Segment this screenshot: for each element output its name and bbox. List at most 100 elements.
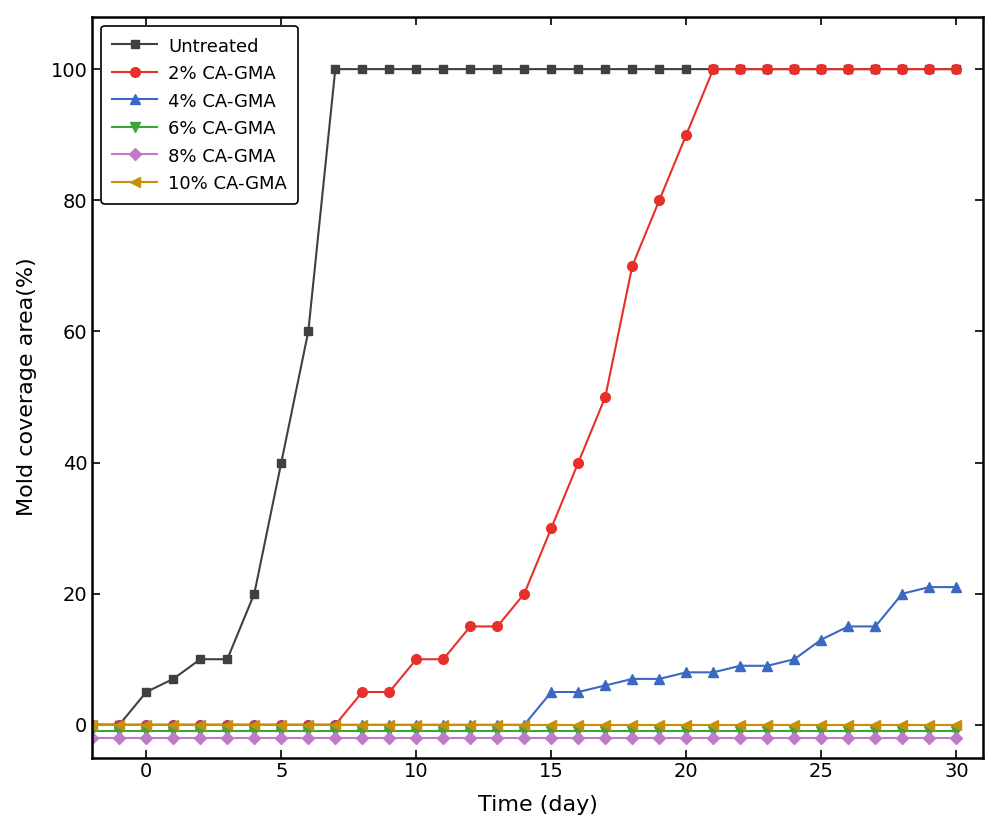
Untreated <box>113 720 125 730</box>
6% CA-GMA <box>302 726 314 736</box>
2% CA-GMA <box>140 720 152 730</box>
8% CA-GMA <box>275 733 287 743</box>
8% CA-GMA <box>842 733 854 743</box>
4% CA-GMA <box>464 720 476 730</box>
Untreated <box>545 64 557 74</box>
4% CA-GMA <box>140 720 152 730</box>
10% CA-GMA <box>842 720 854 730</box>
4% CA-GMA <box>383 720 395 730</box>
Untreated <box>518 64 530 74</box>
10% CA-GMA <box>599 720 611 730</box>
10% CA-GMA <box>113 720 125 730</box>
4% CA-GMA <box>545 687 557 697</box>
6% CA-GMA <box>788 726 800 736</box>
4% CA-GMA <box>572 687 584 697</box>
Untreated <box>734 64 746 74</box>
8% CA-GMA <box>707 733 719 743</box>
Line: 10% CA-GMA: 10% CA-GMA <box>87 720 961 730</box>
Untreated <box>869 64 881 74</box>
6% CA-GMA <box>86 726 98 736</box>
4% CA-GMA <box>410 720 422 730</box>
8% CA-GMA <box>248 733 260 743</box>
6% CA-GMA <box>950 726 962 736</box>
10% CA-GMA <box>356 720 368 730</box>
8% CA-GMA <box>761 733 773 743</box>
6% CA-GMA <box>167 726 179 736</box>
10% CA-GMA <box>437 720 449 730</box>
6% CA-GMA <box>923 726 935 736</box>
2% CA-GMA <box>113 720 125 730</box>
2% CA-GMA <box>329 720 341 730</box>
10% CA-GMA <box>383 720 395 730</box>
4% CA-GMA <box>86 720 98 730</box>
8% CA-GMA <box>329 733 341 743</box>
6% CA-GMA <box>734 726 746 736</box>
Untreated <box>626 64 638 74</box>
10% CA-GMA <box>923 720 935 730</box>
10% CA-GMA <box>869 720 881 730</box>
8% CA-GMA <box>599 733 611 743</box>
8% CA-GMA <box>626 733 638 743</box>
10% CA-GMA <box>275 720 287 730</box>
6% CA-GMA <box>491 726 503 736</box>
4% CA-GMA <box>113 720 125 730</box>
6% CA-GMA <box>815 726 827 736</box>
2% CA-GMA <box>275 720 287 730</box>
4% CA-GMA <box>869 622 881 631</box>
6% CA-GMA <box>437 726 449 736</box>
10% CA-GMA <box>761 720 773 730</box>
10% CA-GMA <box>518 720 530 730</box>
Line: 4% CA-GMA: 4% CA-GMA <box>87 582 961 730</box>
Untreated <box>491 64 503 74</box>
8% CA-GMA <box>356 733 368 743</box>
8% CA-GMA <box>518 733 530 743</box>
2% CA-GMA <box>248 720 260 730</box>
Untreated <box>356 64 368 74</box>
10% CA-GMA <box>464 720 476 730</box>
10% CA-GMA <box>896 720 908 730</box>
X-axis label: Time (day): Time (day) <box>478 795 598 815</box>
4% CA-GMA <box>437 720 449 730</box>
2% CA-GMA <box>707 64 719 74</box>
10% CA-GMA <box>572 720 584 730</box>
2% CA-GMA <box>437 654 449 664</box>
4% CA-GMA <box>734 661 746 671</box>
6% CA-GMA <box>896 726 908 736</box>
4% CA-GMA <box>707 667 719 677</box>
Untreated <box>572 64 584 74</box>
2% CA-GMA <box>383 687 395 697</box>
4% CA-GMA <box>680 667 692 677</box>
6% CA-GMA <box>275 726 287 736</box>
8% CA-GMA <box>194 733 206 743</box>
10% CA-GMA <box>248 720 260 730</box>
8% CA-GMA <box>437 733 449 743</box>
Untreated <box>275 458 287 468</box>
Untreated <box>410 64 422 74</box>
4% CA-GMA <box>896 589 908 599</box>
4% CA-GMA <box>626 674 638 684</box>
2% CA-GMA <box>518 589 530 599</box>
6% CA-GMA <box>680 726 692 736</box>
10% CA-GMA <box>140 720 152 730</box>
10% CA-GMA <box>491 720 503 730</box>
4% CA-GMA <box>788 654 800 664</box>
2% CA-GMA <box>167 720 179 730</box>
2% CA-GMA <box>302 720 314 730</box>
2% CA-GMA <box>842 64 854 74</box>
Untreated <box>653 64 665 74</box>
Untreated <box>788 64 800 74</box>
8% CA-GMA <box>896 733 908 743</box>
10% CA-GMA <box>167 720 179 730</box>
10% CA-GMA <box>734 720 746 730</box>
10% CA-GMA <box>410 720 422 730</box>
2% CA-GMA <box>896 64 908 74</box>
Untreated <box>437 64 449 74</box>
6% CA-GMA <box>842 726 854 736</box>
Line: 6% CA-GMA: 6% CA-GMA <box>87 726 961 736</box>
Untreated <box>842 64 854 74</box>
2% CA-GMA <box>599 392 611 402</box>
8% CA-GMA <box>113 733 125 743</box>
6% CA-GMA <box>410 726 422 736</box>
10% CA-GMA <box>86 720 98 730</box>
6% CA-GMA <box>464 726 476 736</box>
